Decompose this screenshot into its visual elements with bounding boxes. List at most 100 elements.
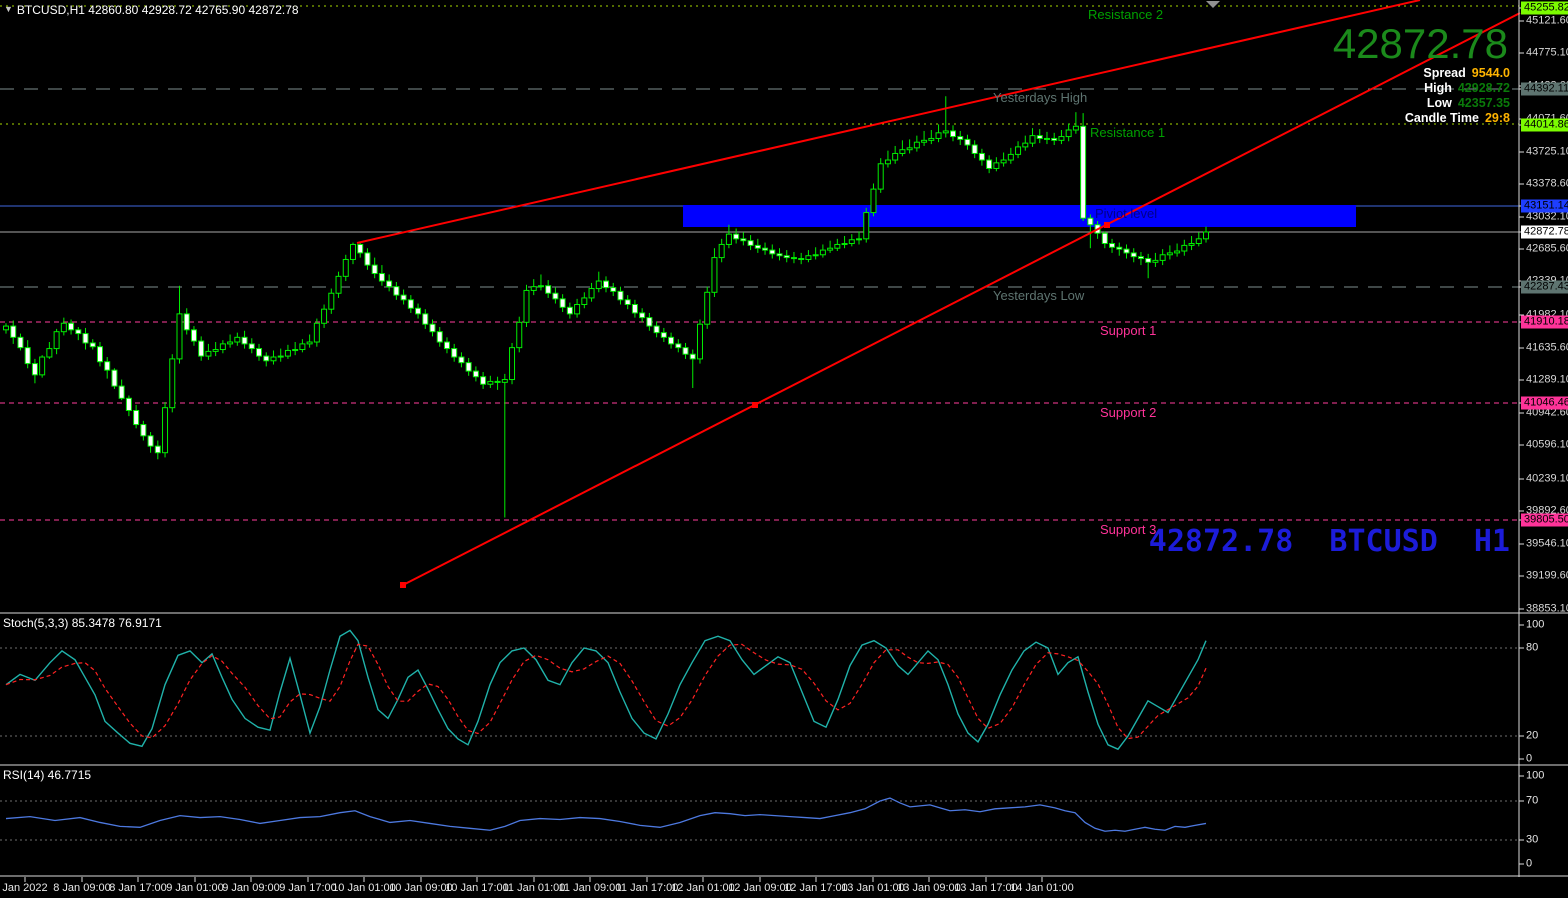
candle <box>248 343 255 350</box>
candle <box>834 243 841 249</box>
info-row-low: Low 42357.35 <box>1427 96 1510 110</box>
candle <box>68 322 75 331</box>
pivot-level-band[interactable] <box>683 205 1356 227</box>
candle <box>241 336 248 345</box>
candle <box>96 346 103 363</box>
candle <box>783 255 790 259</box>
candle <box>545 285 552 294</box>
candle <box>899 149 906 154</box>
candle <box>704 291 711 325</box>
candle <box>971 144 978 154</box>
info-value: 29:8 <box>1484 111 1510 125</box>
stoch-scale-label: 0 <box>1526 752 1533 765</box>
price-tag: 44392.11 <box>1521 82 1568 96</box>
candle <box>610 287 617 292</box>
candle <box>75 329 82 335</box>
candle <box>3 325 9 331</box>
price-tick-label: 40239.10 <box>1526 472 1568 485</box>
candle <box>328 292 335 310</box>
candle <box>552 292 559 300</box>
info-value: 42357.35 <box>1457 96 1510 110</box>
candle <box>125 397 132 411</box>
candle <box>993 162 1000 169</box>
rsi-indicator-label: RSI(14) 46.7715 <box>3 768 92 782</box>
candle <box>928 137 935 141</box>
candle <box>827 247 834 251</box>
upper-trendline[interactable] <box>356 0 1421 244</box>
candle <box>234 336 241 343</box>
candle <box>111 369 118 387</box>
price-tick-label: 40596.10 <box>1526 438 1568 451</box>
candle <box>1065 129 1072 138</box>
time-axis-label: 11 Jan 01:00 <box>502 882 566 894</box>
candle <box>942 130 949 134</box>
level-label-support-2: Support 2 <box>1100 405 1157 420</box>
candle <box>386 280 393 288</box>
info-row-candle-time: Candle Time 29:8 <box>1405 111 1510 125</box>
candle <box>819 249 826 256</box>
info-value: 9544.0 <box>1471 66 1510 80</box>
candle <box>89 342 96 348</box>
candle <box>190 329 197 342</box>
time-axis-label: 12 Jan 17:00 <box>784 882 848 894</box>
time-axis-label: 10 Jan 09:00 <box>389 882 453 894</box>
lower-trendline-handle[interactable] <box>400 582 406 588</box>
candle <box>509 347 516 381</box>
candle <box>668 336 675 345</box>
candle <box>696 323 703 360</box>
candle <box>104 361 111 371</box>
candle <box>46 348 53 358</box>
candle <box>1181 244 1188 252</box>
candle <box>465 362 472 372</box>
candle <box>870 188 877 214</box>
candle <box>964 138 971 146</box>
candle <box>357 243 364 254</box>
lower-trendline-handle[interactable] <box>752 402 758 408</box>
candle <box>17 336 24 349</box>
candle <box>1123 248 1130 254</box>
info-row-high: High 42928.72 <box>1424 81 1510 95</box>
candle <box>133 409 140 426</box>
time-axis-label: 14 Jan 01:00 <box>1010 882 1074 894</box>
candle <box>733 233 740 240</box>
candle <box>957 136 964 140</box>
rsi-scale-label: 0 <box>1526 857 1533 870</box>
candle <box>1116 246 1123 250</box>
candle <box>393 286 400 296</box>
level-label-resistance-1: Resistance 1 <box>1090 125 1166 140</box>
candle <box>321 308 328 324</box>
candle <box>451 348 458 358</box>
candle <box>986 159 993 169</box>
candle <box>935 132 942 139</box>
time-axis-label: 11 Jan 09:00 <box>558 882 622 894</box>
level-label-support-1: Support 1 <box>1100 323 1157 338</box>
candle <box>1043 137 1050 140</box>
candle <box>415 307 422 315</box>
candle <box>530 286 537 291</box>
candle <box>364 252 371 266</box>
candle <box>884 159 891 165</box>
price-tag: 44014.86 <box>1521 118 1568 132</box>
ohlc-close: 42872.78 <box>248 3 299 17</box>
candle <box>1159 254 1166 261</box>
level-label-support-3: Support 3 <box>1100 522 1157 537</box>
lower-trendline[interactable] <box>402 12 1521 586</box>
time-axis-label: 13 Jan 17:00 <box>954 882 1018 894</box>
candle <box>646 317 653 327</box>
price-tick-label: 41635.60 <box>1526 341 1568 354</box>
price-tag: 45255.82 <box>1521 1 1568 15</box>
candle <box>1195 238 1202 245</box>
candle <box>1000 159 1007 164</box>
candle <box>270 356 277 362</box>
candle <box>747 240 754 246</box>
lower-trendline-handle[interactable] <box>1104 222 1110 228</box>
info-label: Candle Time <box>1404 111 1479 125</box>
symbol-dropdown-icon[interactable]: ▼ <box>4 4 13 14</box>
candle <box>335 275 342 294</box>
candle <box>725 233 732 245</box>
level-label-piviot-level: Piviot level <box>1095 206 1158 221</box>
price-tick-label: 40942.60 <box>1526 406 1568 419</box>
candle <box>754 244 761 249</box>
